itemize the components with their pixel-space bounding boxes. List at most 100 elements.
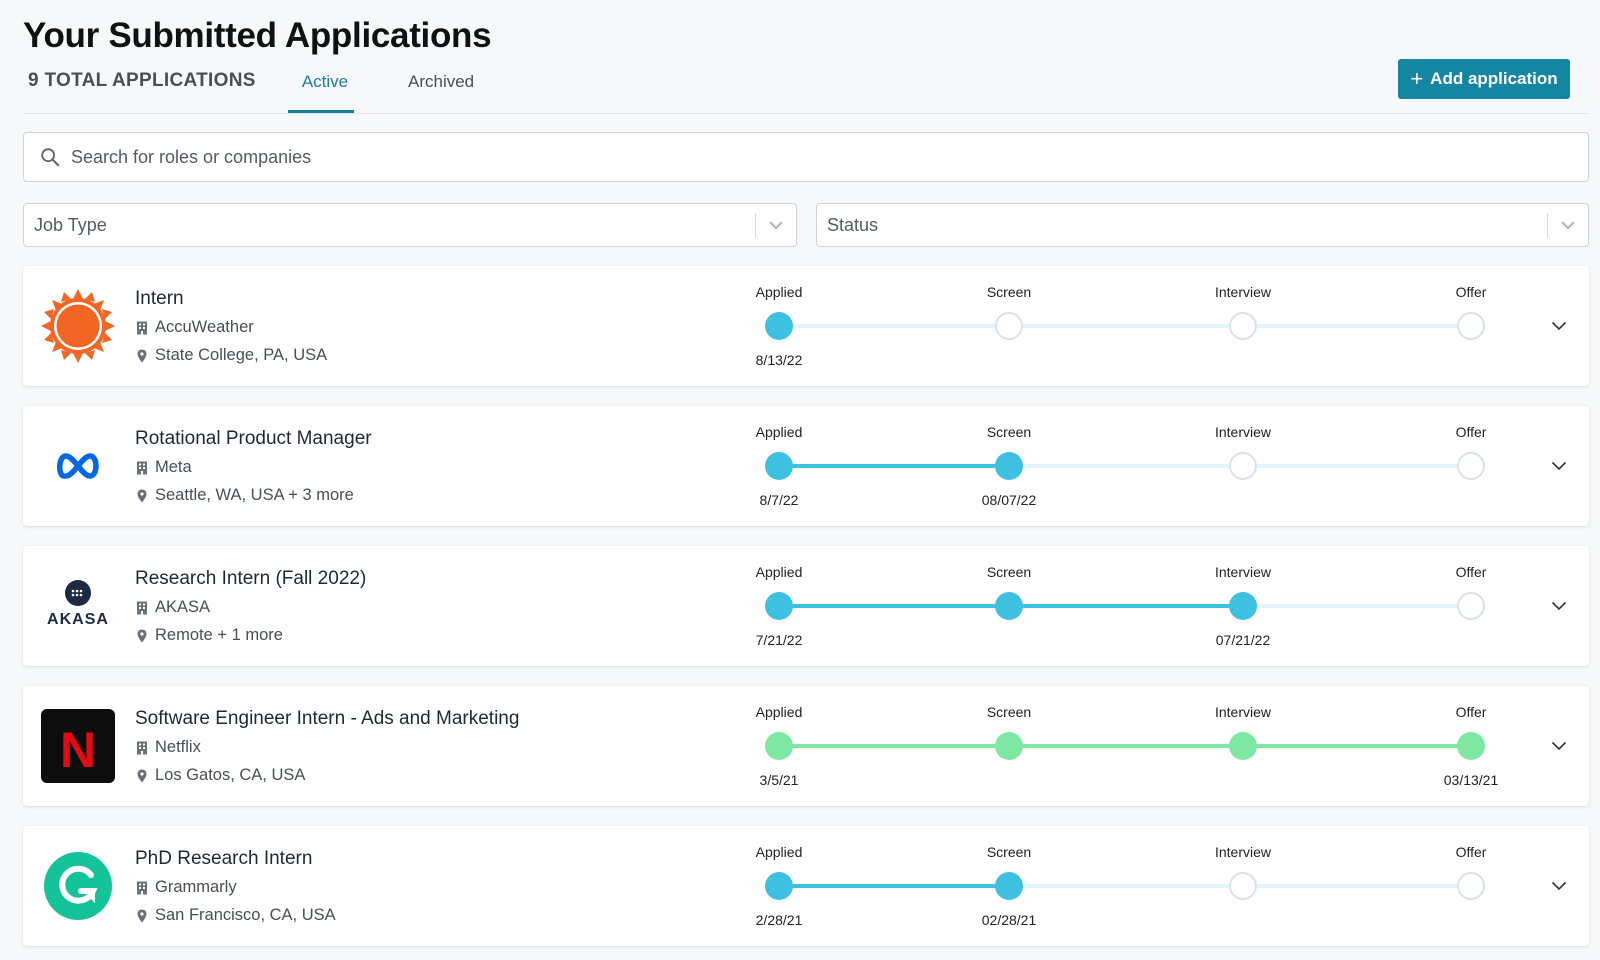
expand-chevron-icon[interactable] <box>1547 594 1571 618</box>
location-pin-icon <box>137 629 147 642</box>
chevron-down-icon <box>1548 220 1588 230</box>
grammarly-logo <box>41 849 115 923</box>
role-title: Rotational Product Manager <box>135 428 372 449</box>
job-type-select[interactable]: Job Type <box>23 203 797 247</box>
stage-label-interview: Interview <box>1214 844 1272 860</box>
stage-dot-applied <box>765 312 793 340</box>
progress-track <box>779 884 1471 888</box>
stage-dot-applied <box>765 732 793 760</box>
stage-dot-offer <box>1457 312 1485 340</box>
tab-active[interactable]: Active <box>301 72 349 91</box>
location-text: Remote + 1 more <box>155 626 283 644</box>
expand-chevron-icon[interactable] <box>1547 874 1571 898</box>
stage-date: 03/13/21 <box>1443 772 1499 788</box>
stage-dot-screen <box>995 732 1023 760</box>
progress-fill <box>779 464 1009 468</box>
location-row: Los Gatos, CA, USA <box>135 766 305 785</box>
stage-label-interview: Interview <box>1214 424 1272 440</box>
stage-label-interview: Interview <box>1214 704 1272 720</box>
role-title: Research Intern (Fall 2022) <box>135 568 367 589</box>
stage-date: 08/07/22 <box>981 492 1037 508</box>
stage-label-screen: Screen <box>986 704 1032 720</box>
location-row: Seattle, WA, USA + 3 more <box>135 486 354 505</box>
progress-track <box>779 324 1471 328</box>
location-text: Los Gatos, CA, USA <box>155 766 306 784</box>
akasa-logo-text: AKASA <box>47 611 109 628</box>
job-type-select-label: Job Type <box>34 214 107 235</box>
expand-chevron-icon[interactable] <box>1547 734 1571 758</box>
location-pin-icon <box>137 769 147 782</box>
search-input[interactable] <box>71 146 1551 168</box>
page-title: Your Submitted Applications <box>23 16 492 55</box>
role-title: Software Engineer Intern - Ads and Marke… <box>135 708 520 729</box>
stage-label-screen: Screen <box>986 284 1032 300</box>
building-icon <box>137 321 147 334</box>
stage-date: 02/28/21 <box>981 912 1037 928</box>
expand-chevron-icon[interactable] <box>1547 454 1571 478</box>
company-name: AccuWeather <box>155 318 254 336</box>
stage-label-offer: Offer <box>1455 564 1487 580</box>
progress-fill <box>779 744 1471 748</box>
stage-label-offer: Offer <box>1455 424 1487 440</box>
plus-icon: + <box>1410 66 1424 91</box>
company-row: Netflix <box>135 738 201 757</box>
stage-label-applied: Applied <box>755 564 803 580</box>
stage-label-applied: Applied <box>755 704 803 720</box>
stage-dot-screen <box>995 312 1023 340</box>
stage-label-applied: Applied <box>755 284 803 300</box>
location-pin-icon <box>137 489 147 502</box>
stage-label-offer: Offer <box>1455 844 1487 860</box>
search-box <box>23 132 1589 182</box>
stage-dot-screen <box>995 592 1023 620</box>
status-select[interactable]: Status <box>816 203 1589 247</box>
stage-dot-applied <box>765 872 793 900</box>
application-card[interactable]: Rotational Product Manager Meta Seattle,… <box>23 406 1589 526</box>
company-name: Meta <box>155 458 192 476</box>
role-title: Intern <box>135 288 184 309</box>
stage-dot-interview <box>1229 452 1257 480</box>
location-row: State College, PA, USA <box>135 346 327 365</box>
netflix-logo-text: N <box>60 722 96 778</box>
application-card[interactable]: AKASA Research Intern (Fall 2022) AKASA … <box>23 546 1589 666</box>
accuweather-logo <box>41 289 115 363</box>
stage-dot-screen <box>995 452 1023 480</box>
application-card[interactable]: N Software Engineer Intern - Ads and Mar… <box>23 686 1589 806</box>
building-icon <box>137 601 147 614</box>
application-card[interactable]: PhD Research Intern Grammarly San Franci… <box>23 826 1589 946</box>
progress-tracker: Applied 3/5/21 Screen Interview Offer 03/13/2… <box>756 686 1543 806</box>
location-row: Remote + 1 more <box>135 626 283 645</box>
building-icon <box>137 881 147 894</box>
status-select-label: Status <box>827 214 879 235</box>
company-name: Grammarly <box>155 878 237 896</box>
progress-tracker: Applied 8/7/22 Screen 08/07/22 Interview Offe… <box>756 406 1543 526</box>
location-text: State College, PA, USA <box>155 346 328 364</box>
company-row: Grammarly <box>135 878 237 897</box>
stage-date: 3/5/21 <box>759 772 799 788</box>
stage-date: 2/28/21 <box>755 912 803 928</box>
tab-archived[interactable]: Archived <box>408 72 475 91</box>
stage-label-applied: Applied <box>755 424 803 440</box>
total-applications-count: 9 TOTAL APPLICATIONS <box>28 70 256 91</box>
add-application-button[interactable]: + Add application <box>1398 59 1570 99</box>
stage-dot-applied <box>765 452 793 480</box>
stage-dot-offer <box>1457 592 1485 620</box>
add-application-label: Add application <box>1430 69 1558 88</box>
stage-dot-interview <box>1229 872 1257 900</box>
stage-dot-offer <box>1457 732 1485 760</box>
application-card[interactable]: Intern AccuWeather State College, PA, US… <box>23 266 1589 386</box>
stage-label-screen: Screen <box>986 564 1032 580</box>
stage-date: 07/21/22 <box>1215 632 1271 648</box>
chevron-down-icon <box>756 220 796 230</box>
active-tab-indicator <box>288 110 354 113</box>
stage-dot-screen <box>995 872 1023 900</box>
stage-date: 8/7/22 <box>759 492 799 508</box>
expand-chevron-icon[interactable] <box>1547 314 1571 338</box>
company-row: AKASA <box>135 598 210 617</box>
stage-dot-offer <box>1457 452 1485 480</box>
stage-label-offer: Offer <box>1455 284 1487 300</box>
company-row: Meta <box>135 458 192 477</box>
akasa-logo: AKASA <box>41 569 115 643</box>
role-title: PhD Research Intern <box>135 848 313 869</box>
stage-label-interview: Interview <box>1214 284 1272 300</box>
progress-track <box>779 464 1471 468</box>
